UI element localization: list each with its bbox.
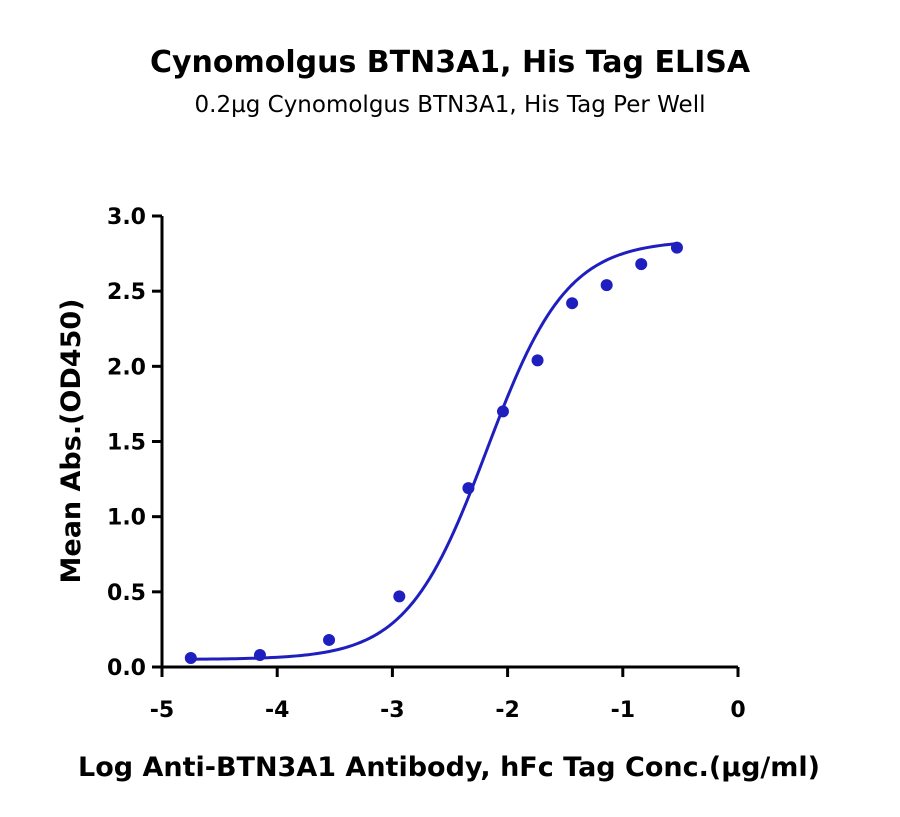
chart-subtitle: 0.2µg Cynomolgus BTN3A1, His Tag Per Wel… [195,92,706,118]
y-tick-label: 2.5 [107,280,146,305]
data-points [184,241,683,664]
data-point [184,651,197,664]
x-axis-ticks: -5 -4 -3 -2 -1 0 [150,667,746,723]
y-tick-label: 3.0 [107,205,146,230]
chart-title: Cynomolgus BTN3A1, His Tag ELISA [150,45,751,80]
y-tick-label: 1.5 [107,431,146,456]
y-axis-ticks: 0.0 0.5 1.0 1.5 2.0 2.5 3.0 [107,205,162,681]
x-tick-label: -4 [265,698,289,723]
data-point [496,405,509,418]
x-tick-label: 0 [730,698,745,723]
data-point [670,241,683,254]
y-tick-label: 2.0 [107,355,146,380]
x-tick-label: -1 [611,698,635,723]
data-point [635,258,648,271]
data-point [600,279,613,292]
x-tick-label: -2 [495,698,519,723]
x-tick-label: -3 [380,698,404,723]
y-tick-label: 1.0 [107,506,146,531]
data-point [393,590,406,603]
data-point [323,633,336,646]
fit-curve [190,242,678,661]
plot-area: 0.0 0.5 1.0 1.5 2.0 2.5 3.0 -5 -4 -3 -2 -1 0 [107,205,746,723]
y-tick-label: 0.5 [107,581,146,606]
x-tick-label: -5 [150,698,174,723]
y-tick-label: 0.0 [107,656,146,681]
data-point [253,648,266,661]
data-point [531,354,544,367]
data-point [462,482,475,495]
data-point [566,297,579,310]
x-axis-label: Log Anti-BTN3A1 Antibody, hFc Tag Conc.(… [78,752,820,783]
y-axis-label: Mean Abs.(OD450) [56,299,87,584]
